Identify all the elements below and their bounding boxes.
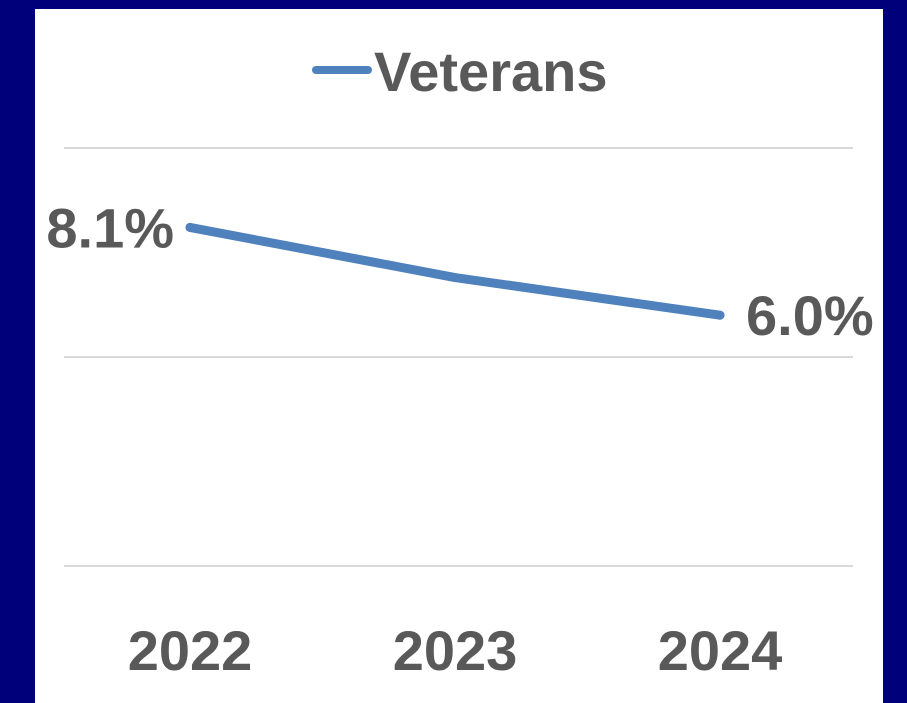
data-label-2024: 6.0% <box>746 284 874 347</box>
x-tick-label-2023: 2023 <box>393 619 518 682</box>
data-point-2023 <box>450 273 460 283</box>
data-point-2022 <box>185 222 195 232</box>
legend-label: Veterans <box>374 40 608 103</box>
data-label-2022: 8.1% <box>46 196 174 259</box>
x-tick-label-2022: 2022 <box>128 619 253 682</box>
data-point-2024 <box>715 310 725 320</box>
x-tick-label-2024: 2024 <box>658 619 783 682</box>
series-line-veterans <box>185 222 725 320</box>
